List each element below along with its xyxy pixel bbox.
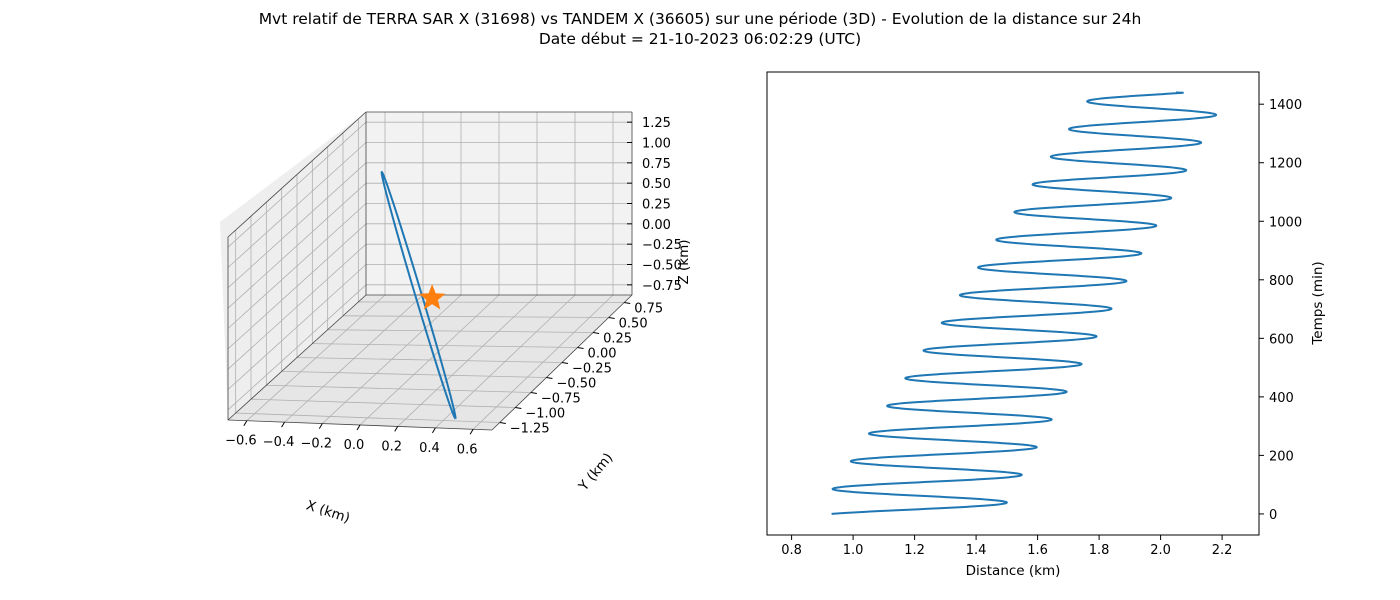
x-tick-3d (431, 427, 436, 434)
grid-line-z (227, 162, 367, 289)
z-tick-label-3d: 0.00 (642, 218, 671, 233)
y-tick-label-2d: 0 (1269, 508, 1277, 523)
origin-star-marker (418, 284, 446, 310)
grid-line-z (227, 203, 367, 329)
grid-line-z (227, 284, 367, 411)
trajectory-3d-plot: −0.6 −0.4 −0.2 0.0 0.2 0.4 0.6−1.25−1.00−0.75−… (220, 111, 692, 527)
x-tick-label-3d: 0.0 (344, 438, 365, 453)
x-tick-label-3d: 0.4 (419, 441, 440, 456)
x-tick-label-3d: −0.4 (263, 435, 295, 450)
figure-title-line1: Mvt relatif de TERRA SAR X (31698) vs TA… (259, 10, 1142, 28)
axis-edge (227, 111, 367, 238)
trajectory-line (380, 170, 457, 420)
y-tick-label-2d: 1400 (1269, 98, 1302, 113)
y-axis-label-2d: Temps (min) (1310, 261, 1326, 345)
x-tick-3d (356, 424, 361, 431)
y-tick-label-3d: −0.50 (556, 377, 596, 392)
y-tick-3d (561, 362, 569, 364)
grid-line-y (250, 398, 516, 408)
y-tick-label-3d: −1.25 (510, 422, 550, 437)
x-tick-label-2d: 2.2 (1212, 543, 1233, 558)
y-tick-label-3d: −0.25 (572, 362, 612, 377)
y-tick-3d (608, 317, 615, 319)
y-tick-label-3d: −0.75 (541, 392, 581, 407)
grid-line-z (227, 121, 367, 248)
z-tick-label-3d: 1.25 (642, 116, 671, 131)
y-tick-3d (546, 377, 553, 379)
x-tick-label-2d: 0.8 (781, 543, 802, 558)
z-tick-label-3d: 1.00 (642, 137, 671, 152)
y-tick-label-3d: −1.00 (525, 407, 565, 422)
y-tick-label-3d: 0.25 (603, 332, 632, 347)
grid-line-y (296, 357, 563, 363)
z-tick-label-3d: −0.50 (642, 259, 682, 274)
y-tick-label-2d: 400 (1269, 391, 1294, 406)
x-tick-label-3d: −0.2 (300, 437, 332, 452)
grid-line-z (227, 142, 367, 268)
axis-edge (227, 294, 367, 421)
z-tick-label-3d: −0.25 (642, 238, 682, 253)
grid-3d (227, 112, 632, 430)
x-tick-label-2d: 1.0 (843, 543, 864, 558)
x-tick-label-2d: 2.0 (1150, 543, 1171, 558)
z-tick-label-3d: 0.75 (642, 157, 671, 172)
y-tick-3d (515, 407, 522, 409)
x-tick-label-3d: −0.6 (225, 434, 257, 449)
grid-line-y (358, 301, 625, 303)
y-tick-label-2d: 1200 (1269, 157, 1302, 172)
y-tick-label-2d: 1000 (1269, 215, 1302, 230)
x-tick-3d (394, 426, 399, 432)
grid-line-y (281, 370, 547, 378)
y-tick-label-2d: 600 (1269, 332, 1294, 347)
x-tick-3d (318, 423, 323, 429)
z-tick-label-3d: −0.75 (642, 279, 682, 294)
y-tick-3d (499, 422, 506, 424)
grid-line-z (227, 182, 367, 309)
y-tick-label-3d: 0.50 (619, 317, 648, 332)
grid-line-y (235, 412, 500, 423)
y-tick-label-2d: 200 (1269, 449, 1294, 464)
grid-line-z (227, 243, 367, 370)
x-axis-label-3d: X (km) (304, 497, 352, 526)
y-tick-3d (577, 347, 584, 349)
x-tick-label-3d: 0.6 (457, 442, 478, 457)
grid-line-z (227, 223, 367, 350)
grid-line-y (312, 343, 578, 348)
plot-frame (766, 71, 1260, 536)
grid-line-y (266, 384, 531, 393)
y-tick-label-3d: 0.75 (634, 302, 663, 317)
x-tick-3d (281, 421, 286, 428)
distance-time-plot: 0.8 1.0 1.2 1.4 1.6 1.8 2.0 2.2 0 200 400 600 800 100… (766, 71, 1326, 579)
x-axis-label-2d: Distance (km) (966, 563, 1061, 579)
y-tick-label-3d: 0.00 (588, 347, 617, 362)
z-axis-label-3d: Z (km) (676, 239, 692, 284)
ticks-3d: −0.6 −0.4 −0.2 0.0 0.2 0.4 0.6−1.25−1.00−0.75−… (225, 116, 682, 457)
y-axis-label-3d: Y (km) (575, 450, 616, 495)
z-tick-label-3d: 0.25 (642, 198, 671, 213)
x-tick-label-2d: 1.4 (966, 543, 987, 558)
x-tick-3d (243, 420, 248, 426)
x-tick-label-2d: 1.2 (904, 543, 925, 558)
y-tick-3d (530, 392, 537, 394)
y-tick-3d (624, 302, 631, 304)
figure-title-line2: Date début = 21-10-2023 06:02:29 (UTC) (539, 30, 861, 48)
ticks-2d: 0.8 1.0 1.2 1.4 1.6 1.8 2.0 2.2 0 200 400 600 800 100… (781, 98, 1302, 558)
y-tick-label-2d: 800 (1269, 274, 1294, 289)
distance-series-line (831, 91, 1218, 515)
x-tick-label-2d: 1.6 (1027, 543, 1048, 558)
grid-line-y (327, 329, 594, 333)
x-tick-3d (469, 429, 474, 435)
y-tick-3d (593, 332, 600, 334)
z-tick-label-3d: 0.50 (642, 177, 671, 192)
grid-line-y (342, 315, 609, 318)
x-tick-label-2d: 1.8 (1089, 543, 1110, 558)
x-tick-label-3d: 0.2 (381, 439, 402, 454)
grid-line-z (227, 264, 367, 390)
